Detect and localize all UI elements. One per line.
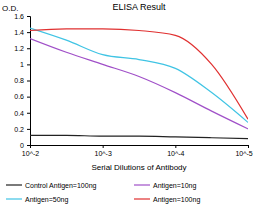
x-tick-label: 10^-3 <box>95 150 112 157</box>
y-tick-label: 0.8 <box>14 77 24 84</box>
legend-swatch <box>134 184 150 185</box>
x-tick-label: 10^-5 <box>235 150 252 157</box>
y-tick: 1.2 <box>14 45 30 52</box>
y-tick: 1.4 <box>14 29 30 36</box>
x-tick-mark <box>103 145 104 148</box>
y-tick-mark <box>27 32 30 33</box>
y-tick-label: 1.4 <box>14 29 24 36</box>
y-tick-mark <box>27 145 30 146</box>
x-tick-mark <box>30 145 31 148</box>
series-line <box>30 135 248 138</box>
y-tick-mark <box>27 16 30 17</box>
y-tick-label: 0.6 <box>14 93 24 100</box>
y-tick: 0.2 <box>14 126 30 133</box>
x-tick: 10^-4 <box>167 145 184 157</box>
x-tick: 10^-5 <box>235 145 252 157</box>
y-tick-mark <box>27 113 30 114</box>
x-axis-line <box>31 146 249 149</box>
y-tick: 0.8 <box>14 77 30 84</box>
y-axis-line <box>27 17 31 146</box>
x-tick-mark <box>175 145 176 148</box>
y-tick: 0.4 <box>14 109 30 116</box>
x-tick-label: 10^-2 <box>22 150 39 157</box>
legend-swatch <box>6 198 22 199</box>
y-tick-mark <box>27 64 30 65</box>
y-tick: 0 <box>20 142 30 149</box>
y-tick: 0.6 <box>14 93 30 100</box>
x-tick: 10^-2 <box>22 145 39 157</box>
chart: ELISA Result O.D. 0 0.2 0.4 0.6 0.8 1 1.2 1.4 1.6 1… <box>0 0 256 213</box>
legend-swatch <box>6 184 22 185</box>
y-tick-label: 1 <box>20 61 24 68</box>
y-tick-label: 0.4 <box>14 109 24 116</box>
x-tick: 10^-3 <box>95 145 112 157</box>
legend: Control Antigen=100ng Antigen=10ng Antigen… <box>6 182 200 204</box>
y-tick: 1 <box>20 61 30 68</box>
series-line <box>30 29 248 119</box>
y-label: O.D. <box>2 4 18 13</box>
y-tick-label: 1.6 <box>14 13 24 20</box>
y-tick-label: 0 <box>20 142 24 149</box>
y-axis: 0 0.2 0.4 0.6 0.8 1 1.2 1.4 1.6 <box>14 13 30 149</box>
x-label: Serial Dilutions of Antibody <box>91 163 186 172</box>
y-tick-mark <box>27 129 30 130</box>
y-tick-label: 0.2 <box>14 126 24 133</box>
plot <box>30 28 248 138</box>
x-tick-mark <box>248 145 249 148</box>
legend-label: Control Antigen=100ng <box>25 182 97 190</box>
legend-label: Antigen=50ng <box>25 196 69 204</box>
legend-label: Antigen=10ng <box>153 182 197 190</box>
title: ELISA Result <box>112 2 166 12</box>
series-line <box>30 39 248 129</box>
legend-swatch <box>134 198 150 199</box>
series-line <box>30 28 248 122</box>
legend-label: Antigen=100ng <box>153 196 200 204</box>
y-tick-label: 1.2 <box>14 45 24 52</box>
y-tick-mark <box>27 48 30 49</box>
x-axis: 10^-2 10^-3 10^-4 10^-5 <box>22 145 253 157</box>
y-tick-mark <box>27 97 30 98</box>
x-tick-label: 10^-4 <box>167 150 184 157</box>
y-tick-mark <box>27 81 30 82</box>
y-tick: 1.6 <box>14 13 30 20</box>
